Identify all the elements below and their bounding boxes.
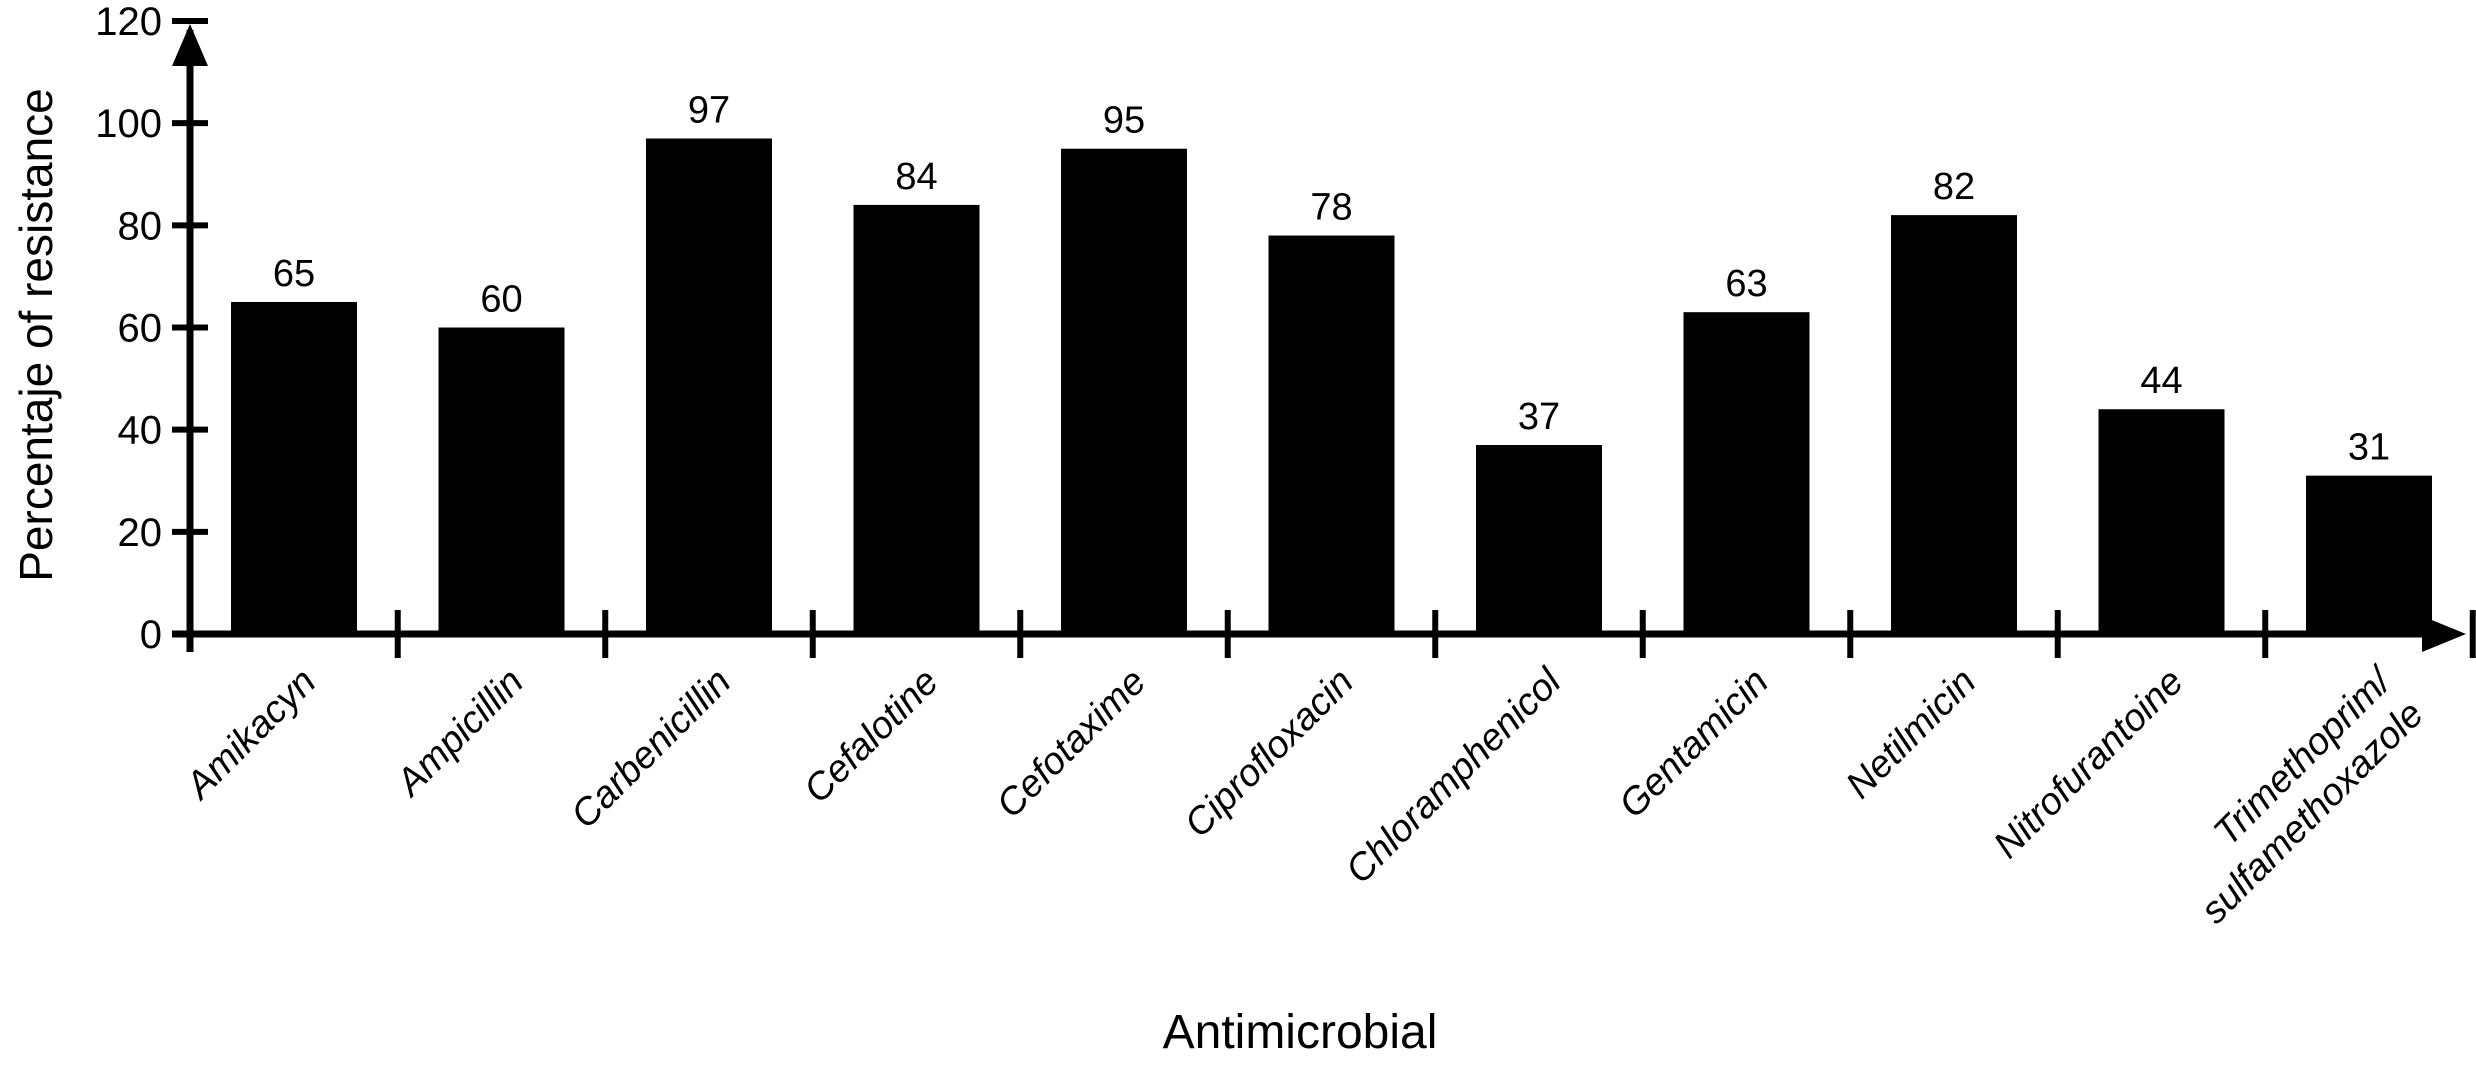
bar-value-label-nitrofurantoine: 44 xyxy=(2140,360,2182,402)
bar-cefotaxime xyxy=(1061,148,1187,635)
x-axis-title: Antimicrobial xyxy=(1163,1006,1438,1059)
bar-netilmicin xyxy=(1891,215,2017,634)
y-tick-label: 100 xyxy=(95,102,162,146)
bar-nitrofurantoine xyxy=(2098,409,2225,634)
bar-trimethoprim-sulfamethoxazole xyxy=(2306,475,2432,634)
bar-value-label-trimethoprim-sulfamethoxazole: 31 xyxy=(2348,427,2390,469)
bar-value-label-cefalotine: 84 xyxy=(895,156,937,198)
y-axis-ticks-group: 0 20 40 60 80 100 120 xyxy=(95,0,208,657)
y-tick-label: 120 xyxy=(95,0,162,44)
y-axis-arrowhead-icon xyxy=(172,24,208,66)
bar-value-label-netilmicin: 82 xyxy=(1933,166,1975,208)
y-tick-label: 60 xyxy=(118,307,163,351)
bar-value-label-ciprofloxacin: 78 xyxy=(1310,187,1352,229)
bar-value-label-carbenicillin: 97 xyxy=(688,89,730,131)
bar-gentamicin xyxy=(1683,312,1810,634)
bar-cefalotine xyxy=(853,204,980,634)
bar-amikacyn xyxy=(231,301,357,634)
y-tick-label: 40 xyxy=(118,409,163,453)
bars-group xyxy=(231,138,2432,635)
bar-value-label-cefotaxime: 95 xyxy=(1103,100,1145,142)
bar-value-label-ampicillin: 60 xyxy=(480,279,522,321)
bar-value-label-gentamicin: 63 xyxy=(1725,263,1767,305)
bar-value-labels-group: 65 60 97 84 95 78 37 63 82 44 31 xyxy=(273,89,2390,468)
y-tick-label: 80 xyxy=(118,204,163,248)
bar-value-label-amikacyn: 65 xyxy=(273,253,315,295)
bar-ciprofloxacin xyxy=(1268,235,1395,635)
bar-chloramphenicol xyxy=(1476,444,1602,634)
y-axis-title: Percentaje of resistance xyxy=(10,88,62,582)
bar-value-label-chloramphenicol: 37 xyxy=(1518,396,1560,438)
x-axis-arrowhead-icon xyxy=(2422,616,2466,652)
y-tick-label: 20 xyxy=(118,511,163,555)
bar-ampicillin xyxy=(438,327,565,634)
bar-carbenicillin xyxy=(646,138,772,634)
y-tick-label: 0 xyxy=(140,613,162,657)
